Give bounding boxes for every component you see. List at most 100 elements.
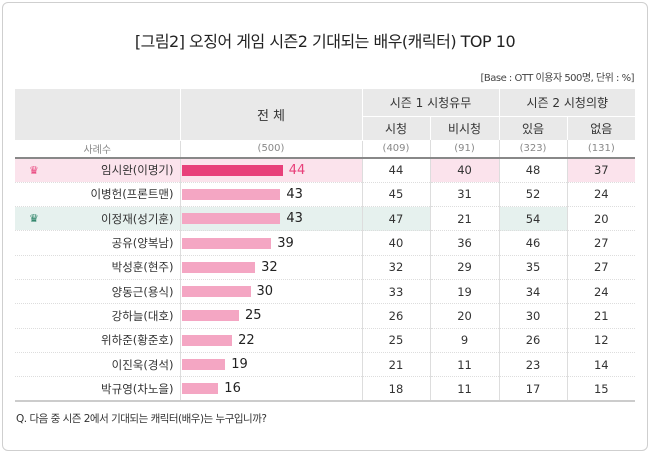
actor-label: 이병헌(프론트맨) (15, 182, 180, 208)
actor-name: 이진욱(경석) (111, 357, 174, 372)
actor-name: 위하준(황준호) (101, 333, 174, 348)
cell-value: 20 (429, 303, 500, 329)
cell-value: 34 (498, 279, 568, 305)
crown-icon: ♛ (29, 212, 39, 226)
cell-value: 54 (498, 206, 568, 232)
cell-value: 26 (498, 328, 568, 353)
table-row: 박규영(차노을) 16 18 11 17 15 (15, 376, 636, 402)
cell-value: 24 (566, 279, 636, 305)
total-bar (181, 286, 251, 298)
cell-value: 21 (361, 352, 430, 378)
table-row: 이병헌(프론트맨) 43 45 31 52 24 (15, 182, 636, 208)
sample-value: (323) (498, 140, 568, 159)
actor-name: 양동근(용식) (111, 284, 174, 299)
cell-value: 47 (361, 206, 430, 232)
header-season2: 시즌 2 시청의향 (498, 89, 636, 117)
header-total: 전 체 (179, 89, 362, 141)
total-value: 39 (277, 235, 294, 251)
sample-value: (131) (566, 140, 636, 159)
actor-name: 박성훈(현주) (111, 260, 174, 275)
table-row: 위하준(황준호) 22 25 9 26 12 (15, 328, 636, 353)
actor-label: 박성훈(현주) (15, 255, 180, 280)
cell-value: 14 (566, 352, 636, 378)
total-value: 30 (256, 284, 274, 300)
cell-value: 29 (429, 255, 500, 280)
table-row: ♛ 이정재(성기훈) 43 47 21 54 20 (15, 206, 636, 232)
total-value: 43 (286, 211, 303, 227)
cell-value: 11 (429, 352, 500, 378)
actor-label: 강하늘(대호) (15, 303, 180, 329)
header-season1: 시즌 1 시청유무 (361, 89, 500, 117)
actor-name: 이정재(성기훈) (101, 211, 174, 226)
cell-value: 21 (566, 303, 636, 329)
table-row: 이진욱(경석) 19 21 11 23 14 (15, 352, 636, 378)
table-row: ♛ 임시완(이명기) 44 44 40 48 37 (15, 158, 636, 183)
actor-label: 위하준(황준호) (15, 328, 180, 353)
total-bar (181, 261, 256, 273)
total-bar (181, 188, 281, 200)
cell-value: 31 (429, 182, 500, 208)
cell-value: 20 (566, 206, 636, 232)
total-bar (181, 383, 219, 395)
table-row: 양동근(용식) 30 33 19 34 24 (15, 279, 636, 305)
total-bar (181, 310, 239, 322)
cell-value: 19 (429, 279, 500, 305)
cell-value: 17 (498, 376, 568, 402)
actor-label: ♛ 임시완(이명기) (15, 158, 180, 183)
actor-label: 박규영(차노을) (15, 376, 180, 402)
cell-value: 40 (361, 230, 430, 256)
actor-name: 강하늘(대호) (111, 308, 174, 323)
actor-label: ♛ 이정재(성기훈) (15, 206, 180, 232)
cell-value: 45 (361, 182, 430, 208)
total-value: 22 (238, 332, 255, 348)
cell-value: 23 (498, 352, 568, 378)
cell-value: 24 (566, 182, 636, 208)
total-bar (181, 164, 283, 176)
actor-name: 공유(양복남) (111, 236, 174, 251)
header-blank (15, 89, 180, 141)
cell-value: 12 (566, 328, 636, 353)
total-value: 43 (286, 186, 303, 202)
actor-name: 임시완(이명기) (101, 163, 174, 178)
total-value: 25 (245, 308, 262, 324)
total-value: 32 (261, 259, 278, 275)
cell-value: 15 (566, 376, 636, 402)
sample-value: (409) (361, 140, 430, 159)
header-yes: 있음 (498, 116, 568, 140)
total-bar (181, 213, 281, 225)
sample-value: (91) (429, 140, 500, 159)
results-table: 전 체 시즌 1 시청유무 시즌 2 시청의향 시청 비시청 있음 없음 사례수… (15, 89, 636, 402)
header-not-watched: 비시청 (429, 116, 500, 140)
figure-title: [그림2] 오징어 게임 시즌2 기대되는 배우(캐릭터) TOP 10 (134, 32, 516, 51)
actor-label: 공유(양복남) (15, 230, 180, 256)
cell-value: 9 (429, 328, 500, 353)
total-value: 19 (231, 357, 248, 373)
cell-value: 21 (429, 206, 500, 232)
cell-value: 35 (498, 255, 568, 280)
table-row: 강하늘(대호) 25 26 20 30 21 (15, 303, 636, 329)
actor-label: 이진욱(경석) (15, 352, 180, 378)
total-value: 44 (288, 162, 306, 178)
cell-value: 36 (429, 230, 500, 256)
sample-value: (500) (179, 140, 362, 159)
total-bar (181, 237, 272, 249)
survey-question: Q. 다음 중 시즌 2에서 기대되는 캐릭터(배우)는 누구입니까? (16, 413, 267, 425)
sample-size-row: 사례수 (500) (409) (91) (323) (131) (15, 140, 636, 159)
total-value: 16 (224, 381, 241, 397)
cell-value: 48 (498, 158, 568, 183)
cell-value: 26 (361, 303, 430, 329)
cell-value: 11 (429, 376, 500, 402)
crown-icon: ♛ (29, 164, 39, 177)
cell-value: 25 (361, 328, 430, 353)
cell-value: 44 (361, 158, 430, 183)
cell-value: 30 (498, 303, 568, 329)
cell-value: 27 (566, 255, 636, 280)
table-row: 박성훈(현주) 32 32 29 35 27 (15, 255, 636, 280)
header-no: 없음 (566, 116, 636, 140)
actor-name: 이병헌(프론트맨) (90, 187, 174, 202)
cell-value: 33 (361, 279, 430, 305)
cell-value: 32 (361, 255, 430, 280)
sample-label: 사례수 (15, 140, 180, 159)
cell-value: 37 (566, 158, 636, 183)
cell-value: 18 (361, 376, 430, 402)
